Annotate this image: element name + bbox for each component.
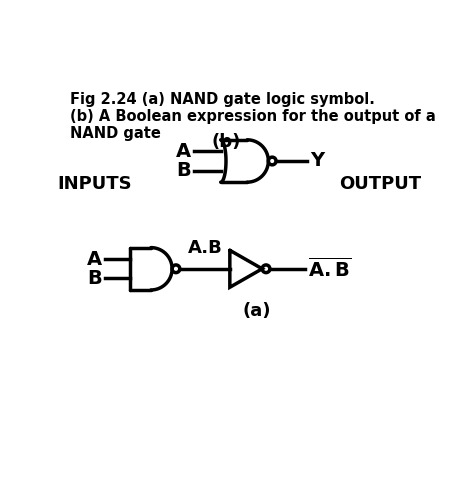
Text: Fig 2.24 (a) NAND gate logic symbol.: Fig 2.24 (a) NAND gate logic symbol. bbox=[70, 92, 374, 107]
Text: A.B: A.B bbox=[187, 239, 222, 257]
Text: OUTPUT: OUTPUT bbox=[339, 175, 421, 193]
Text: NAND gate: NAND gate bbox=[70, 126, 161, 141]
Text: A: A bbox=[87, 250, 102, 269]
Text: (a): (a) bbox=[243, 302, 271, 320]
Text: INPUTS: INPUTS bbox=[58, 175, 132, 193]
Text: A: A bbox=[175, 142, 191, 161]
Text: $\mathbf{\overline{A.B}}$: $\mathbf{\overline{A.B}}$ bbox=[308, 257, 351, 281]
Text: (b) A Boolean expression for the output of a: (b) A Boolean expression for the output … bbox=[70, 109, 436, 124]
Text: (b): (b) bbox=[211, 133, 241, 151]
Text: B: B bbox=[176, 161, 191, 180]
Text: Y: Y bbox=[310, 151, 324, 170]
Text: B: B bbox=[87, 269, 102, 288]
